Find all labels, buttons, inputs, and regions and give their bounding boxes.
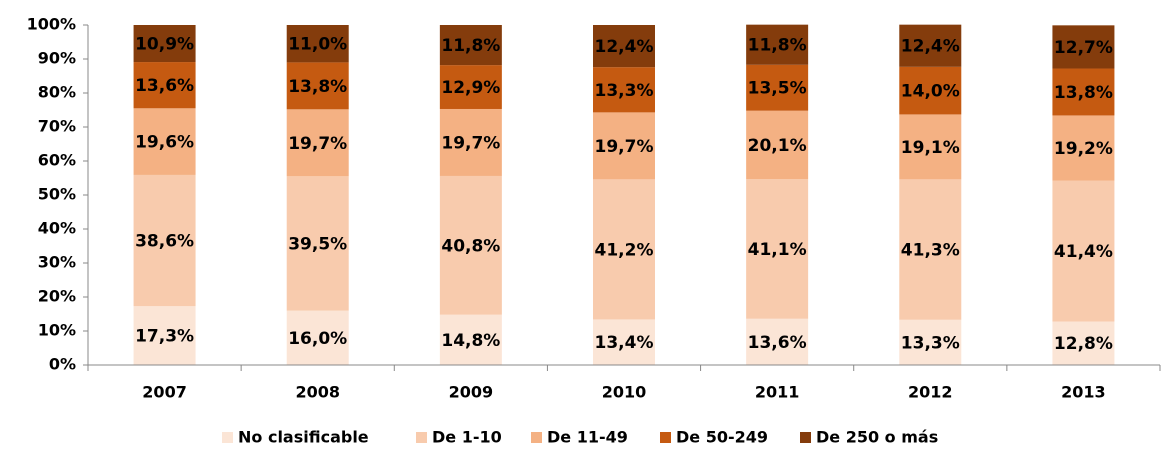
bar-segment: [899, 24, 962, 67]
bar-segment: [286, 25, 349, 63]
data-label: 41,1%: [748, 240, 807, 260]
data-label: 11,0%: [288, 35, 347, 55]
x-tick-label: 2007: [142, 383, 187, 402]
data-label: 13,3%: [901, 333, 960, 353]
data-label: 13,8%: [288, 77, 347, 97]
data-label: 20,1%: [748, 136, 807, 156]
data-label: 41,3%: [901, 241, 960, 261]
bar-segment: [746, 24, 809, 65]
bar-segment: [746, 110, 809, 180]
data-label: 41,4%: [1054, 242, 1113, 262]
bar-segment: [133, 306, 196, 365]
x-tick-label: 2013: [1061, 383, 1106, 402]
legend-swatch: [222, 432, 233, 443]
data-label: 12,7%: [1054, 38, 1113, 58]
bar-segment: [899, 319, 962, 365]
data-label: 14,8%: [441, 331, 500, 351]
data-label: 13,8%: [1054, 83, 1113, 103]
bar-segment: [746, 318, 809, 365]
x-tick-label: 2008: [295, 383, 340, 402]
bar-segment: [133, 62, 196, 109]
data-label: 40,8%: [441, 236, 500, 256]
legend-label: De 250 o más: [816, 428, 938, 447]
bar-segment: [286, 62, 349, 110]
y-tick-label: 100%: [27, 15, 76, 34]
bar-segment: [593, 67, 655, 113]
bar-segment: [286, 109, 349, 177]
legend-label: No clasificable: [238, 428, 369, 447]
legend-label: De 50-249: [676, 428, 768, 447]
data-label: 13,6%: [135, 76, 194, 96]
data-label: 11,8%: [748, 36, 807, 56]
data-label: 41,2%: [595, 240, 654, 260]
bar-segment: [1052, 25, 1115, 69]
bar-segment: [593, 112, 655, 180]
bar-segment: [899, 179, 962, 320]
bar-segment: [1052, 115, 1115, 181]
x-tick-label: 2011: [755, 383, 800, 402]
y-tick-label: 10%: [38, 321, 76, 340]
data-label: 10,9%: [135, 35, 194, 55]
y-tick-label: 90%: [38, 49, 76, 68]
y-tick-label: 30%: [38, 253, 76, 272]
data-label: 14,0%: [901, 82, 960, 102]
bar-segment: [593, 25, 655, 68]
x-tick-label: 2012: [908, 383, 953, 402]
bar-segment: [133, 25, 196, 63]
bar-segment: [899, 114, 962, 180]
data-label: 12,9%: [441, 78, 500, 98]
data-label: 19,7%: [441, 133, 500, 153]
bar-segment: [746, 179, 809, 319]
data-label: 12,4%: [595, 37, 654, 57]
y-tick-label: 70%: [38, 117, 76, 136]
data-label: 12,8%: [1054, 334, 1113, 354]
y-tick-label: 0%: [49, 355, 76, 374]
data-label: 38,6%: [135, 232, 194, 252]
data-label: 19,7%: [288, 134, 347, 154]
bar-segment: [439, 108, 502, 176]
bar-segment: [746, 64, 809, 111]
data-label: 13,6%: [748, 333, 807, 353]
data-label: 12,4%: [901, 37, 960, 57]
legend-label: De 1-10: [432, 428, 502, 447]
data-label: 39,5%: [288, 234, 347, 254]
y-tick-label: 40%: [38, 219, 76, 238]
bar-segment: [439, 175, 502, 315]
data-label: 13,3%: [595, 81, 654, 101]
y-tick-label: 50%: [38, 185, 76, 204]
data-label: 17,3%: [135, 327, 194, 347]
bar-segment: [899, 66, 962, 115]
data-label: 16,0%: [288, 329, 347, 349]
y-tick-label: 60%: [38, 151, 76, 170]
legend-swatch: [660, 432, 671, 443]
data-label: 13,5%: [748, 79, 807, 99]
bar-segment: [1052, 68, 1115, 116]
bar-segment: [593, 179, 655, 320]
bar-segment: [439, 65, 502, 109]
bar-segment: [133, 108, 196, 175]
bar-segment: [286, 310, 349, 365]
legend-swatch: [531, 432, 542, 443]
bar-segment: [1052, 321, 1115, 365]
y-tick-label: 20%: [38, 287, 76, 306]
data-label: 11,8%: [441, 36, 500, 56]
bar-segment: [286, 176, 349, 311]
y-tick-label: 80%: [38, 83, 76, 102]
bar-segment: [133, 174, 196, 307]
legend-swatch: [800, 432, 811, 443]
bar-segment: [439, 25, 502, 66]
data-label: 19,2%: [1054, 139, 1113, 159]
data-label: 19,7%: [595, 137, 654, 157]
data-label: 19,1%: [901, 138, 960, 158]
bar-segment: [593, 319, 655, 365]
data-label: 13,4%: [595, 333, 654, 353]
bar-segment: [1052, 180, 1115, 322]
bar-segment: [439, 314, 502, 365]
data-label: 19,6%: [135, 133, 194, 153]
legend-label: De 11-49: [547, 428, 628, 447]
legend-swatch: [416, 432, 427, 443]
x-tick-label: 2009: [449, 383, 494, 402]
x-tick-label: 2010: [602, 383, 647, 402]
